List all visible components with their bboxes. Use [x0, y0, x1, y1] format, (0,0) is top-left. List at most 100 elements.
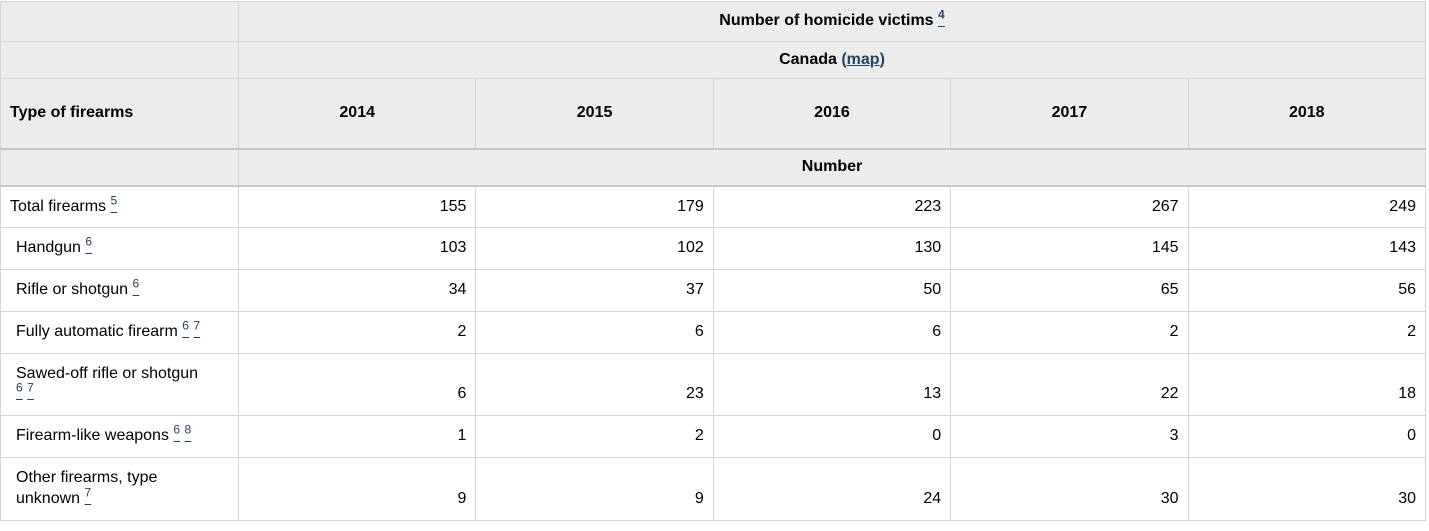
row-label: Handgun	[16, 239, 81, 257]
value-cell-2015: 37	[475, 269, 714, 312]
footnote-6-link[interactable]: 6	[133, 278, 140, 298]
value-cell-2017: 22	[950, 352, 1189, 417]
row-label: Rifle or shotgun	[16, 281, 129, 299]
value-cell-2016: 6	[712, 310, 952, 354]
footnote-number: 5	[110, 193, 118, 208]
footnote-number: 7	[27, 381, 34, 396]
value-cell-2015: 6	[475, 310, 714, 354]
value-cell-2015: 23	[475, 352, 714, 417]
value-cell-2014: 103	[237, 227, 477, 271]
value-cell-2018: 18	[1187, 352, 1427, 417]
footnote-7-link[interactable]: 7	[27, 382, 34, 402]
footnote-number: 8	[184, 422, 192, 437]
footnote-number: 6	[182, 318, 189, 333]
footnote-number: 6	[173, 422, 181, 437]
table-title-row: Number of homicide victims 4	[0, 1, 1426, 42]
footnote-number: 6	[132, 276, 140, 291]
table-title: Number of homicide victims	[719, 12, 934, 30]
region-cell: Canada (map)	[238, 41, 1426, 79]
value-cell-2017: 65	[950, 269, 1189, 312]
row-label: Firearm-like weapons	[16, 427, 169, 445]
table-body: Total firearms 5 155 179 223 267 249 Handgun…	[0, 184, 1427, 521]
footnote-6-link[interactable]: 6	[85, 236, 92, 256]
value-cell-2014: 6	[237, 352, 477, 417]
value-cell-2015: 9	[475, 457, 714, 521]
footnote-6-link[interactable]: 6	[173, 424, 180, 444]
value-cell-2015: 179	[475, 184, 714, 229]
value-cell-2017: 30	[950, 457, 1189, 521]
region-label: Canada	[779, 50, 837, 68]
region-row: Canada (map)	[0, 41, 1426, 79]
value-cell-2016: 0	[712, 415, 952, 459]
value-cell-2014: 9	[237, 457, 477, 521]
map-link[interactable]: (map)	[841, 50, 885, 68]
footnote-6-link[interactable]: 6	[182, 320, 189, 340]
footnote-number: 6	[16, 381, 23, 396]
table-header: Number of homicide victims 4 Canada (map…	[0, 1, 1427, 187]
year-header-2018: 2018	[1187, 78, 1427, 149]
row-label: Other firearms, type unknown	[16, 469, 158, 507]
value-cell-2016: 223	[712, 184, 952, 229]
value-cell-2018: 249	[1187, 184, 1427, 229]
row-dimension-header: Type of firearms	[0, 78, 239, 149]
value-cell-2017: 2	[950, 310, 1189, 354]
value-cell-2014: 2	[237, 310, 477, 354]
value-cell-2016: 50	[712, 269, 952, 312]
value-cell-2016: 13	[712, 352, 952, 417]
row-label: Total firearms	[10, 197, 107, 215]
table-row: Other firearms, type unknown 7 9 9 24 30 30	[0, 457, 1427, 521]
corner-cell-region	[0, 41, 239, 79]
footnote-7-link[interactable]: 7	[85, 487, 92, 507]
row-label: Sawed-off rifle or shotgun	[16, 364, 199, 382]
year-header-2015: 2015	[475, 78, 714, 149]
footnote-8-link[interactable]: 8	[185, 424, 192, 444]
row-label-cell: Sawed-off rifle or shotgun 6 7	[0, 352, 239, 417]
value-cell-2014: 155	[237, 184, 477, 229]
row-label-cell: Other firearms, type unknown 7	[0, 457, 239, 521]
table-title-cell: Number of homicide victims 4	[238, 1, 1426, 42]
footnote-number: 7	[84, 485, 92, 500]
unit-row: Number	[0, 147, 1426, 187]
value-cell-2016: 130	[712, 227, 952, 271]
corner-cell-unit	[0, 147, 239, 187]
value-cell-2015: 2	[475, 415, 714, 459]
table-row: Handgun 6 103 102 130 145 143	[0, 227, 1427, 271]
row-label-cell: Total firearms 5	[0, 184, 239, 229]
year-header-2014: 2014	[237, 78, 477, 149]
table-row: Rifle or shotgun 6 34 37 50 65 56	[0, 269, 1427, 312]
value-cell-2018: 30	[1187, 457, 1427, 521]
value-cell-2014: 1	[237, 415, 477, 459]
row-label: Fully automatic firearm	[16, 322, 178, 340]
homicide-victims-table: Number of homicide victims 4 Canada (map…	[0, 1, 1427, 521]
table-row: Sawed-off rifle or shotgun 6 7 6 23 13 22 18	[0, 352, 1427, 417]
value-cell-2018: 56	[1187, 269, 1427, 312]
footnote-7-link[interactable]: 7	[193, 320, 200, 340]
row-label-cell: Firearm-like weapons 6 8	[0, 415, 239, 459]
footnote-number: 7	[193, 318, 201, 333]
value-cell-2018: 143	[1187, 227, 1427, 271]
year-header-row: Type of firearms 2014 2015 2016 2017 201…	[0, 78, 1427, 149]
value-cell-2016: 24	[712, 457, 952, 521]
value-cell-2018: 0	[1187, 415, 1427, 459]
table-row: Total firearms 5 155 179 223 267 249	[0, 184, 1427, 229]
footnote-4-link[interactable]: 4	[938, 9, 945, 29]
value-cell-2017: 3	[950, 415, 1189, 459]
footnote-number: 4	[938, 7, 945, 22]
value-cell-2015: 102	[475, 227, 714, 271]
year-header-2016: 2016	[712, 78, 952, 149]
year-header-2017: 2017	[950, 78, 1189, 149]
footnote-6-link[interactable]: 6	[16, 382, 23, 402]
unit-header: Number	[238, 147, 1426, 187]
corner-cell-title	[0, 1, 239, 42]
value-cell-2017: 145	[950, 227, 1189, 271]
row-label-cell: Fully automatic firearm 6 7	[0, 310, 239, 354]
row-label-cell: Handgun 6	[0, 227, 239, 271]
value-cell-2014: 34	[237, 269, 477, 312]
value-cell-2017: 267	[950, 184, 1189, 229]
value-cell-2018: 2	[1187, 310, 1427, 354]
footnote-number: 6	[85, 234, 93, 249]
footnote-5-link[interactable]: 5	[110, 194, 117, 215]
